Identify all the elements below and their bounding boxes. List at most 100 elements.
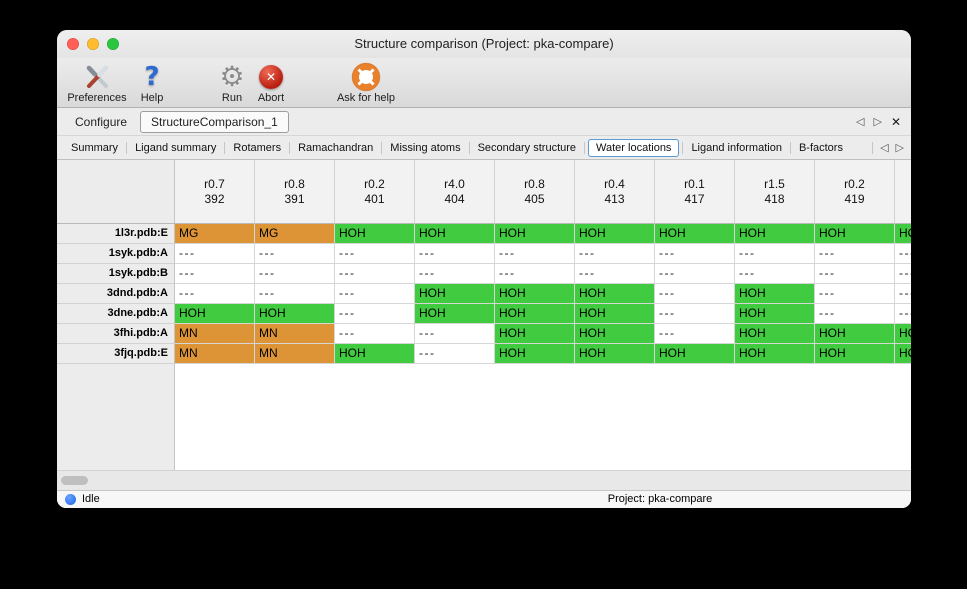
table-cell[interactable]: HOH (735, 344, 815, 364)
table-cell[interactable]: --- (415, 344, 495, 364)
row-header-1l3r.pdb:E[interactable]: 1l3r.pdb:E (57, 224, 175, 244)
table-cell[interactable]: --- (255, 284, 335, 304)
table-cell[interactable]: HOH (495, 344, 575, 364)
sub-tab-ligand-summary[interactable]: Ligand summary (135, 141, 217, 154)
table-cell[interactable]: HOH (575, 344, 655, 364)
toolbar-help-button[interactable]: ? Help (129, 61, 175, 105)
row-header-3dnd.pdb:A[interactable]: 3dnd.pdb:A (57, 284, 175, 304)
table-cell[interactable]: --- (815, 264, 895, 284)
table-cell[interactable]: HOH (175, 304, 255, 324)
table-cell[interactable]: HOH (495, 304, 575, 324)
column-header-7[interactable]: r0.1 417 (655, 160, 735, 224)
table-cell[interactable]: --- (815, 244, 895, 264)
table-cell[interactable]: --- (175, 284, 255, 304)
table-cell[interactable]: --- (655, 304, 735, 324)
table-cell[interactable]: --- (335, 244, 415, 264)
toolbar-run-button[interactable]: ⚙ Run (209, 60, 255, 104)
column-header-8[interactable]: r1.5 418 (735, 160, 815, 224)
table-cell[interactable]: --- (655, 284, 735, 304)
table-cell[interactable]: MG (255, 224, 335, 244)
toolbar-ask-for-help-button[interactable]: Ask for help (321, 61, 411, 104)
table-cell[interactable]: --- (255, 264, 335, 284)
table-cell[interactable]: HOH (335, 344, 415, 364)
table-cell[interactable]: HOH (815, 324, 895, 344)
table-cell[interactable]: HOH (495, 284, 575, 304)
table-cell[interactable]: --- (735, 264, 815, 284)
table-cell[interactable]: HOH (335, 224, 415, 244)
table-cell[interactable]: --- (495, 264, 575, 284)
table-cell[interactable]: MG (175, 224, 255, 244)
table-cell[interactable]: --- (415, 244, 495, 264)
column-header-9[interactable]: r0.2 419 (815, 160, 895, 224)
table-cell[interactable]: --- (575, 264, 655, 284)
table-cell[interactable]: --- (895, 264, 911, 284)
sub-tab-b-factors[interactable]: B-factors (798, 141, 843, 154)
main-tab-configure[interactable]: Configure (75, 114, 128, 129)
table-cell[interactable]: MN (255, 324, 335, 344)
table-cell[interactable]: --- (895, 304, 911, 324)
column-header-10[interactable] (895, 160, 911, 224)
table-cell[interactable]: HOH (255, 304, 335, 324)
table-cell[interactable]: --- (415, 324, 495, 344)
table-cell[interactable]: --- (895, 244, 911, 264)
table-cell[interactable]: HOH (575, 324, 655, 344)
table-cell[interactable]: HOH (815, 224, 895, 244)
table-cell[interactable]: HOH (895, 344, 911, 364)
row-header-1syk.pdb:A[interactable]: 1syk.pdb:A (57, 244, 175, 264)
table-cell[interactable]: HOH (735, 224, 815, 244)
table-cell[interactable]: HOH (735, 284, 815, 304)
close-window-button[interactable] (67, 38, 79, 50)
table-cell[interactable]: HOH (495, 324, 575, 344)
title-bar[interactable]: Structure comparison (Project: pka-compa… (57, 30, 911, 58)
zoom-window-button[interactable] (107, 38, 119, 50)
main-tab-scroll-right-button[interactable]: ▷ (873, 115, 882, 128)
table-cell[interactable]: HOH (575, 284, 655, 304)
table-cell[interactable]: --- (575, 244, 655, 264)
table-cell[interactable]: HOH (895, 324, 911, 344)
table-cell[interactable]: --- (815, 284, 895, 304)
sub-tab-water-locations[interactable]: Water locations (588, 138, 680, 157)
table-cell[interactable]: HOH (415, 224, 495, 244)
column-header-5[interactable]: r0.8 405 (495, 160, 575, 224)
table-cell[interactable]: --- (335, 264, 415, 284)
table-cell[interactable]: --- (735, 244, 815, 264)
table-cell[interactable]: --- (335, 284, 415, 304)
sub-tab-scroll-right-button[interactable]: ▷ (895, 141, 904, 154)
horizontal-scrollbar[interactable] (57, 470, 911, 490)
table-cell[interactable]: HOH (735, 324, 815, 344)
table-cell[interactable]: --- (175, 244, 255, 264)
table-cell[interactable]: HOH (415, 304, 495, 324)
sub-tab-secondary-structure[interactable]: Secondary structure (477, 141, 577, 154)
table-cell[interactable]: HOH (495, 224, 575, 244)
table-cell[interactable]: --- (335, 304, 415, 324)
sub-tab-summary[interactable]: Summary (71, 141, 119, 154)
table-cell[interactable]: HOH (895, 224, 911, 244)
row-header-1syk.pdb:B[interactable]: 1syk.pdb:B (57, 264, 175, 284)
table-cell[interactable]: HOH (415, 284, 495, 304)
table-cell[interactable]: --- (815, 304, 895, 324)
table-cell[interactable]: MN (255, 344, 335, 364)
main-tab-scroll-left-button[interactable]: ◁ (856, 115, 865, 128)
row-header-3dne.pdb:A[interactable]: 3dne.pdb:A (57, 304, 175, 324)
table-cell[interactable]: MN (175, 344, 255, 364)
table-cell[interactable]: --- (175, 264, 255, 284)
column-header-2[interactable]: r0.8 391 (255, 160, 335, 224)
toolbar-abort-button[interactable]: ✕ Abort (247, 61, 295, 104)
table-cell[interactable]: HOH (655, 344, 735, 364)
table-cell[interactable]: HOH (575, 224, 655, 244)
main-tab-close-button[interactable]: ✕ (890, 114, 901, 129)
table-cell[interactable]: HOH (655, 224, 735, 244)
table-cell[interactable]: --- (415, 264, 495, 284)
minimize-window-button[interactable] (87, 38, 99, 50)
table-cell[interactable]: HOH (575, 304, 655, 324)
sub-tab-ramachandran[interactable]: Ramachandran (298, 141, 374, 154)
sub-tab-ligand-information[interactable]: Ligand information (691, 141, 782, 154)
table-cell[interactable]: --- (495, 244, 575, 264)
row-header-3fjq.pdb:E[interactable]: 3fjq.pdb:E (57, 344, 175, 364)
table-cell[interactable]: --- (895, 284, 911, 304)
toolbar-preferences-button[interactable]: Preferences (59, 61, 135, 104)
column-header-6[interactable]: r0.4 413 (575, 160, 655, 224)
column-header-1[interactable]: r0.7 392 (175, 160, 255, 224)
scrollbar-thumb[interactable] (61, 476, 88, 485)
table-cell[interactable]: --- (255, 244, 335, 264)
